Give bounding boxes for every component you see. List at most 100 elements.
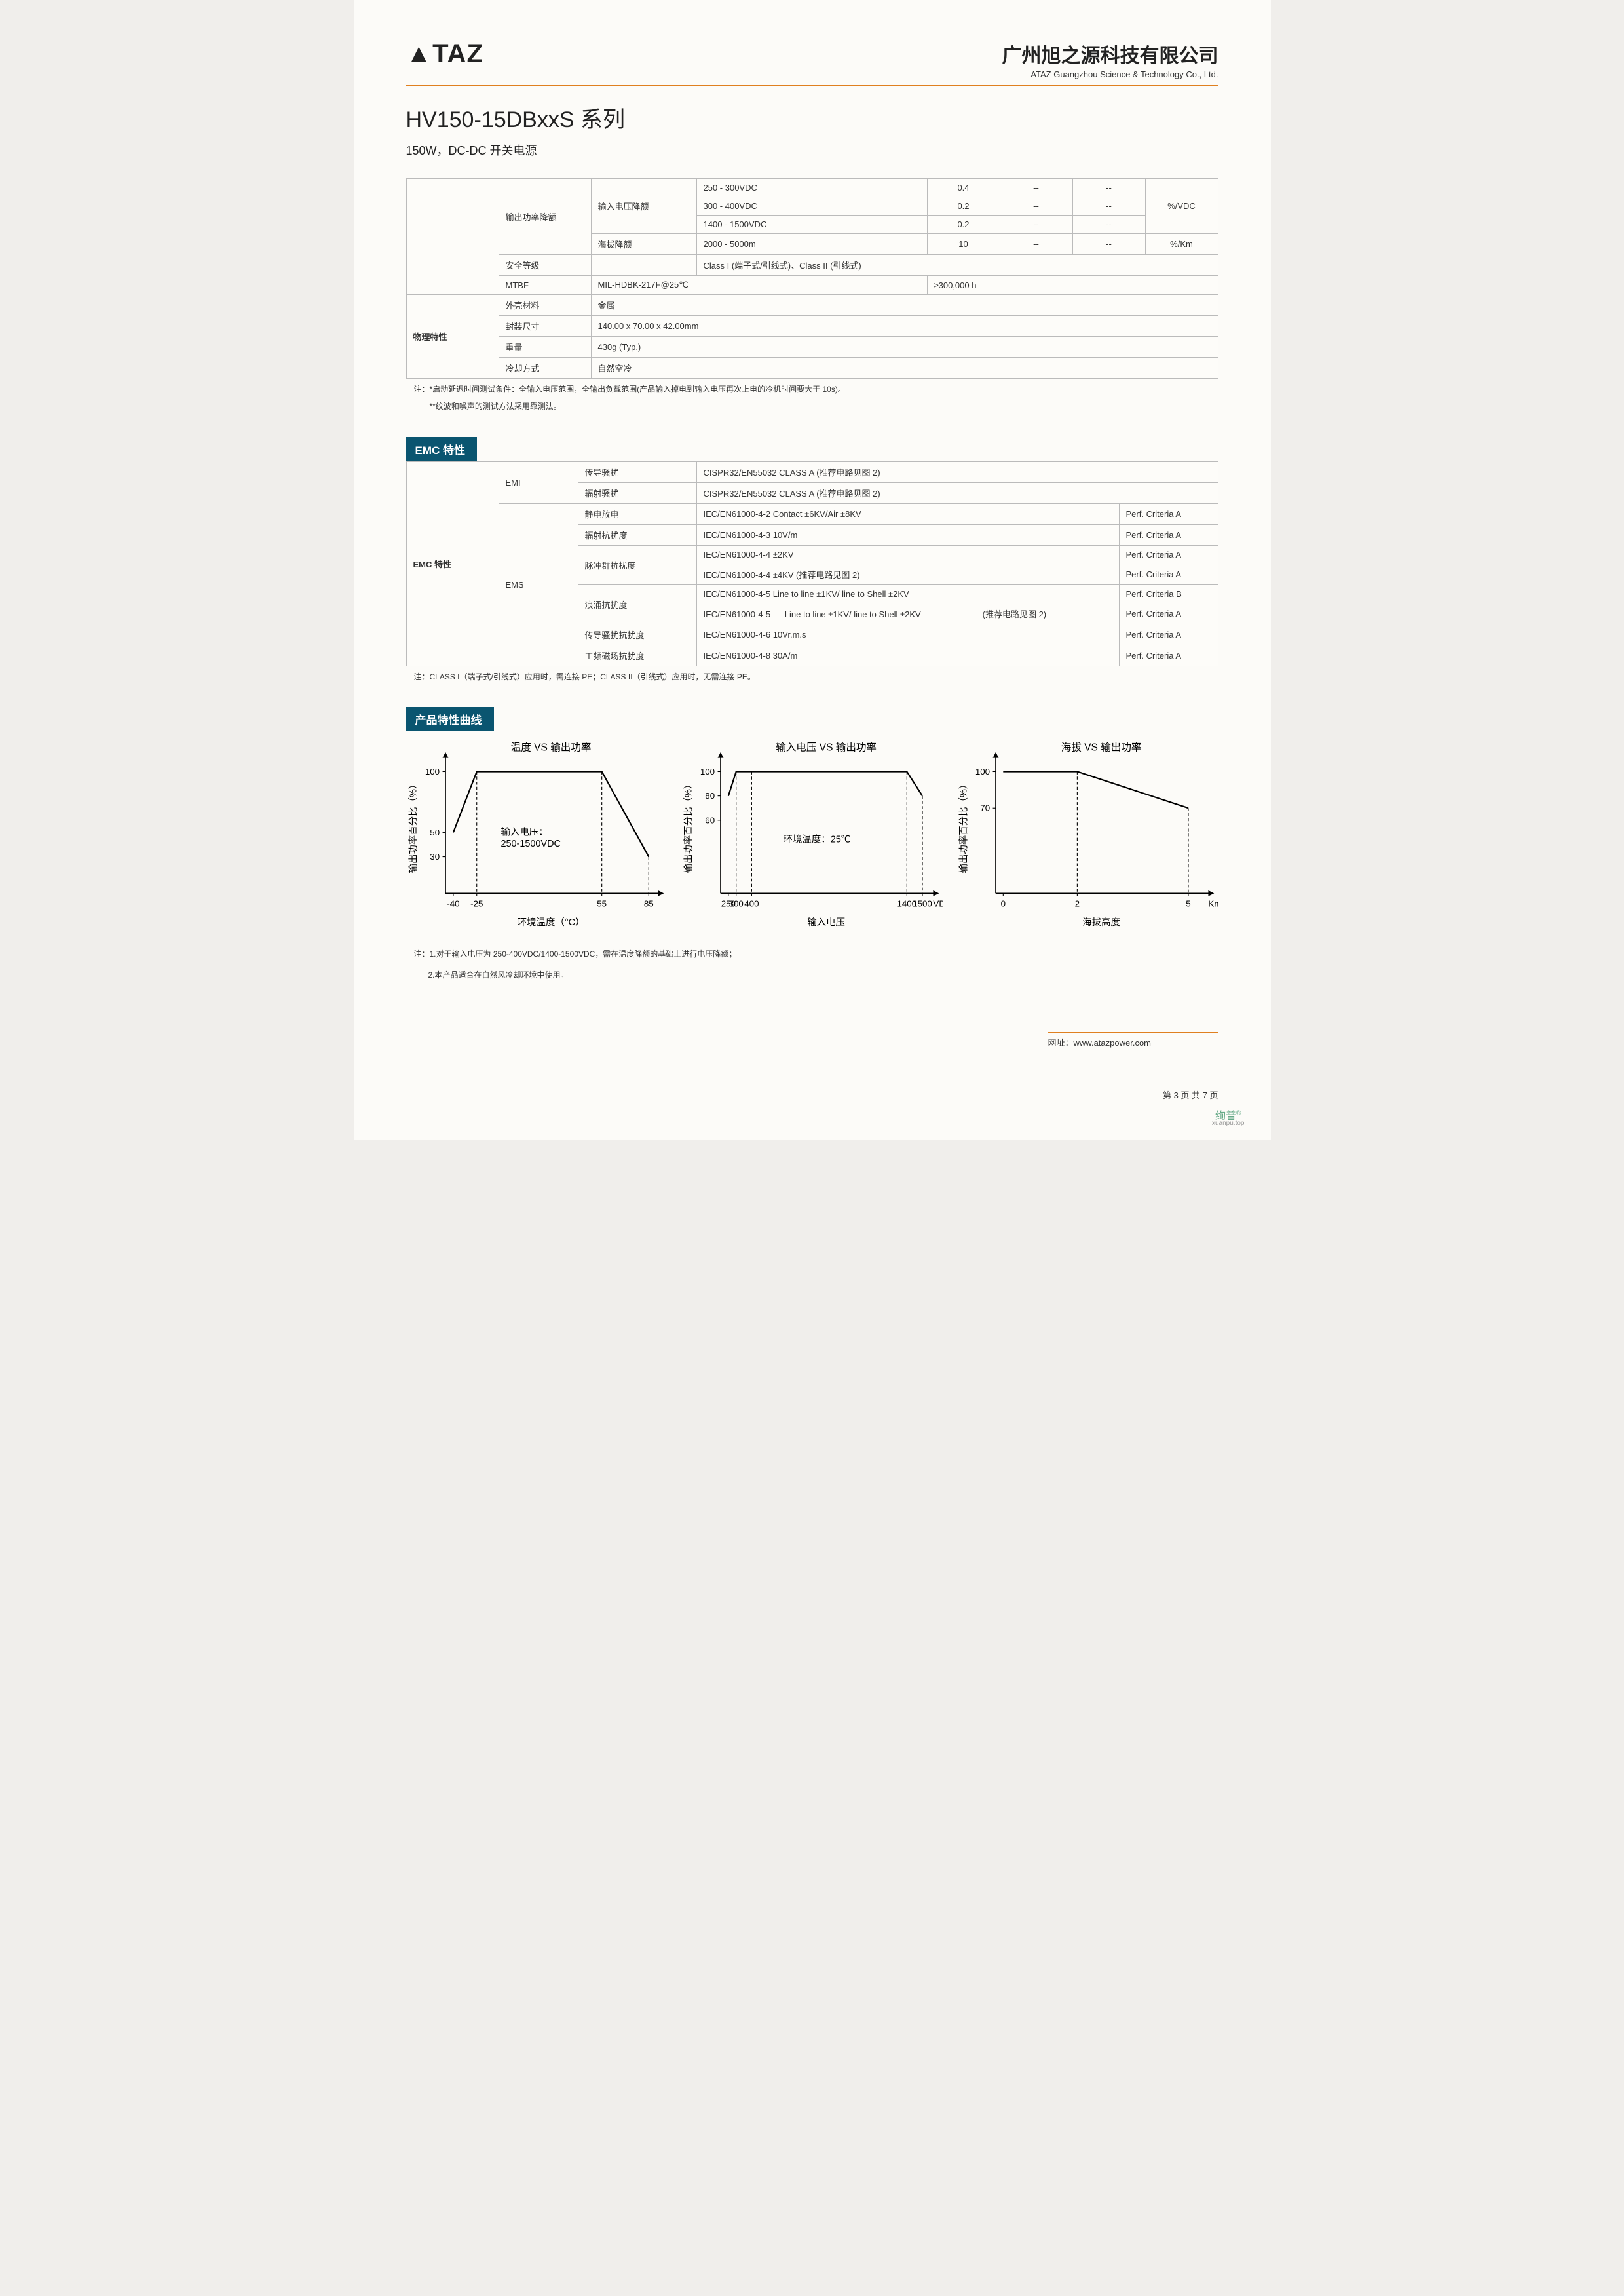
cell: 重量 [499,337,591,358]
watermark: 绚普® xuanpu.top [1212,1107,1245,1127]
company-name-cn: 广州旭之源科技有限公司 [1002,39,1218,68]
cell: 0.2 [927,197,1000,216]
logo: ▲TAZ [406,39,483,69]
curves-note2: 2.本产品适合在自然风冷却环境中使用。 [406,965,1218,985]
svg-text:环境温度：25℃: 环境温度：25℃ [783,833,850,845]
cell: 传导骚扰抗扰度 [578,624,696,645]
cell: 10 [927,234,1000,255]
svg-text:30: 30 [430,852,440,862]
logo-text: TAZ [432,39,483,68]
cell: CISPR32/EN55032 CLASS A (推荐电路见图 2) [696,482,1218,503]
svg-text:环境温度（°C）: 环境温度（°C） [517,916,584,928]
spec-note2: **纹波和噪声的测试方法采用靠测法。 [406,400,1218,417]
svg-text:海拔 VS 输出功率: 海拔 VS 输出功率 [1061,742,1141,754]
cell: 140.00 x 70.00 x 42.00mm [591,316,1218,337]
table-row: 冷却方式 自然空冷 [406,358,1218,379]
page-number: 第 3 页 共 7 页 [1163,1088,1218,1101]
svg-text:输出功率百分比（%）: 输出功率百分比（%） [407,780,419,873]
cell: 辐射抗扰度 [578,524,696,545]
cell: 2000 - 5000m [696,234,927,255]
cell: 脉冲群抗扰度 [578,545,696,584]
svg-text:输出功率百分比（%）: 输出功率百分比（%） [958,780,969,873]
company-name-en: ATAZ Guangzhou Science & Technology Co.,… [1002,69,1218,79]
logo-icon: ▲ [406,39,433,68]
cell: 输入电压降额 [591,179,696,234]
page-root: ▲TAZ 广州旭之源科技有限公司 ATAZ Guangzhou Science … [354,0,1271,1140]
cell: 0.2 [927,216,1000,234]
cell: 传导骚扰 [578,461,696,482]
cell: IEC/EN61000-4-5 Line to line ±1KV/ line … [696,603,1119,624]
cell: IEC/EN61000-4-4 ±4KV (推荐电路见图 2) [696,564,1119,584]
svg-text:2: 2 [1074,898,1079,908]
cell: MTBF [499,276,591,295]
cell: 物理特性 [406,295,499,379]
cell: -- [1072,179,1145,197]
table-row: 安全等级 Class I (端子式/引线式)、Class II (引线式) [406,255,1218,276]
svg-text:1500: 1500 [913,898,932,908]
svg-text:输入电压：: 输入电压： [500,827,548,838]
svg-text:50: 50 [430,828,440,837]
cell: IEC/EN61000-4-6 10Vr.m.s [696,624,1119,645]
cell: IEC/EN61000-4-4 ±2KV [696,545,1119,564]
cell: Perf. Criteria A [1119,503,1218,524]
svg-text:60: 60 [705,815,715,825]
cell: EMI [499,461,578,503]
svg-text:5: 5 [1186,898,1190,908]
chart-alt: 海拔 VS 输出功率输出功率百分比（%）海拔高度70100025Km [956,740,1218,933]
svg-text:温度 VS 输出功率: 温度 VS 输出功率 [510,742,591,754]
cell: Perf. Criteria A [1119,645,1218,666]
svg-text:100: 100 [425,767,439,776]
charts-row: 温度 VS 输出功率输出功率百分比（%）环境温度（°C）3050100-40-2… [406,740,1218,933]
table-row: 输出功率降额 输入电压降额 250 - 300VDC 0.4 -- -- %/V… [406,179,1218,197]
curves-section-header: 产品特性曲线 [406,707,494,731]
svg-text:-25: -25 [470,898,483,908]
svg-text:250-1500VDC: 250-1500VDC [500,839,561,849]
svg-text:80: 80 [705,791,715,801]
cell: 辐射骚扰 [578,482,696,503]
svg-text:-40: -40 [447,898,459,908]
cell: 输出功率降额 [499,179,591,255]
subtitle: 150W，DC-DC 开关电源 [406,142,1218,159]
svg-text:海拔高度: 海拔高度 [1082,917,1120,928]
curves-note1: 注：1.对于输入电压为 250-400VDC/1400-1500VDC，需在温度… [406,944,1218,965]
svg-text:70: 70 [980,803,990,813]
cell: Perf. Criteria A [1119,545,1218,564]
cell: MIL-HDBK-217F@25℃ [591,276,927,295]
cell: ≥300,000 h [927,276,1218,295]
cell: Perf. Criteria A [1119,524,1218,545]
cell: -- [1000,216,1072,234]
table-row: EMC 特性 EMI 传导骚扰 CISPR32/EN55032 CLASS A … [406,461,1218,482]
chart-temp: 温度 VS 输出功率输出功率百分比（%） 环境温度（°C） 30 50 100 -40 -2… [406,740,668,933]
cell: Class I (端子式/引线式)、Class II (引线式) [696,255,1218,276]
cell: 0.4 [927,179,1000,197]
emc-note: 注：CLASS I（端子式/引线式）应用时，需连接 PE；CLASS II（引线… [406,666,1218,687]
cell: 浪涌抗扰度 [578,584,696,624]
cell: CISPR32/EN55032 CLASS A (推荐电路见图 2) [696,461,1218,482]
spec-note1: 注：*启动延迟时间测试条件：全输入电压范围，全输出负载范围(产品输入掉电到输入电… [406,379,1218,400]
footer-url-text: www.atazpower.com [1074,1038,1152,1048]
svg-text:300: 300 [728,898,743,908]
cell: -- [1072,197,1145,216]
svg-text:Km: Km [1208,898,1218,908]
svg-text:输入电压: 输入电压 [807,917,845,928]
table-row: 重量 430g (Typ.) [406,337,1218,358]
cell: -- [1072,216,1145,234]
svg-text:400: 400 [744,898,759,908]
cell: 自然空冷 [591,358,1218,379]
cell: %/VDC [1145,179,1218,234]
cell: 外壳材料 [499,295,591,316]
company-block: 广州旭之源科技有限公司 ATAZ Guangzhou Science & Tec… [1002,39,1218,79]
cell: IEC/EN61000-4-3 10V/m [696,524,1119,545]
cell: EMS [499,503,578,666]
emc-table: EMC 特性 EMI 传导骚扰 CISPR32/EN55032 CLASS A … [406,461,1218,666]
table-row: EMS 静电放电 IEC/EN61000-4-2 Contact ±6KV/Ai… [406,503,1218,524]
cell: Perf. Criteria B [1119,584,1218,603]
cell: Perf. Criteria A [1119,624,1218,645]
watermark-url: xuanpu.top [1212,1120,1245,1127]
table-row: 物理特性 外壳材料 金属 [406,295,1218,316]
table-row: MTBF MIL-HDBK-217F@25℃ ≥300,000 h [406,276,1218,295]
cell: EMC 特性 [406,461,499,666]
footer-url-label: 网址： [1048,1038,1074,1048]
svg-text:0: 0 [1000,898,1005,908]
cell: 金属 [591,295,1218,316]
